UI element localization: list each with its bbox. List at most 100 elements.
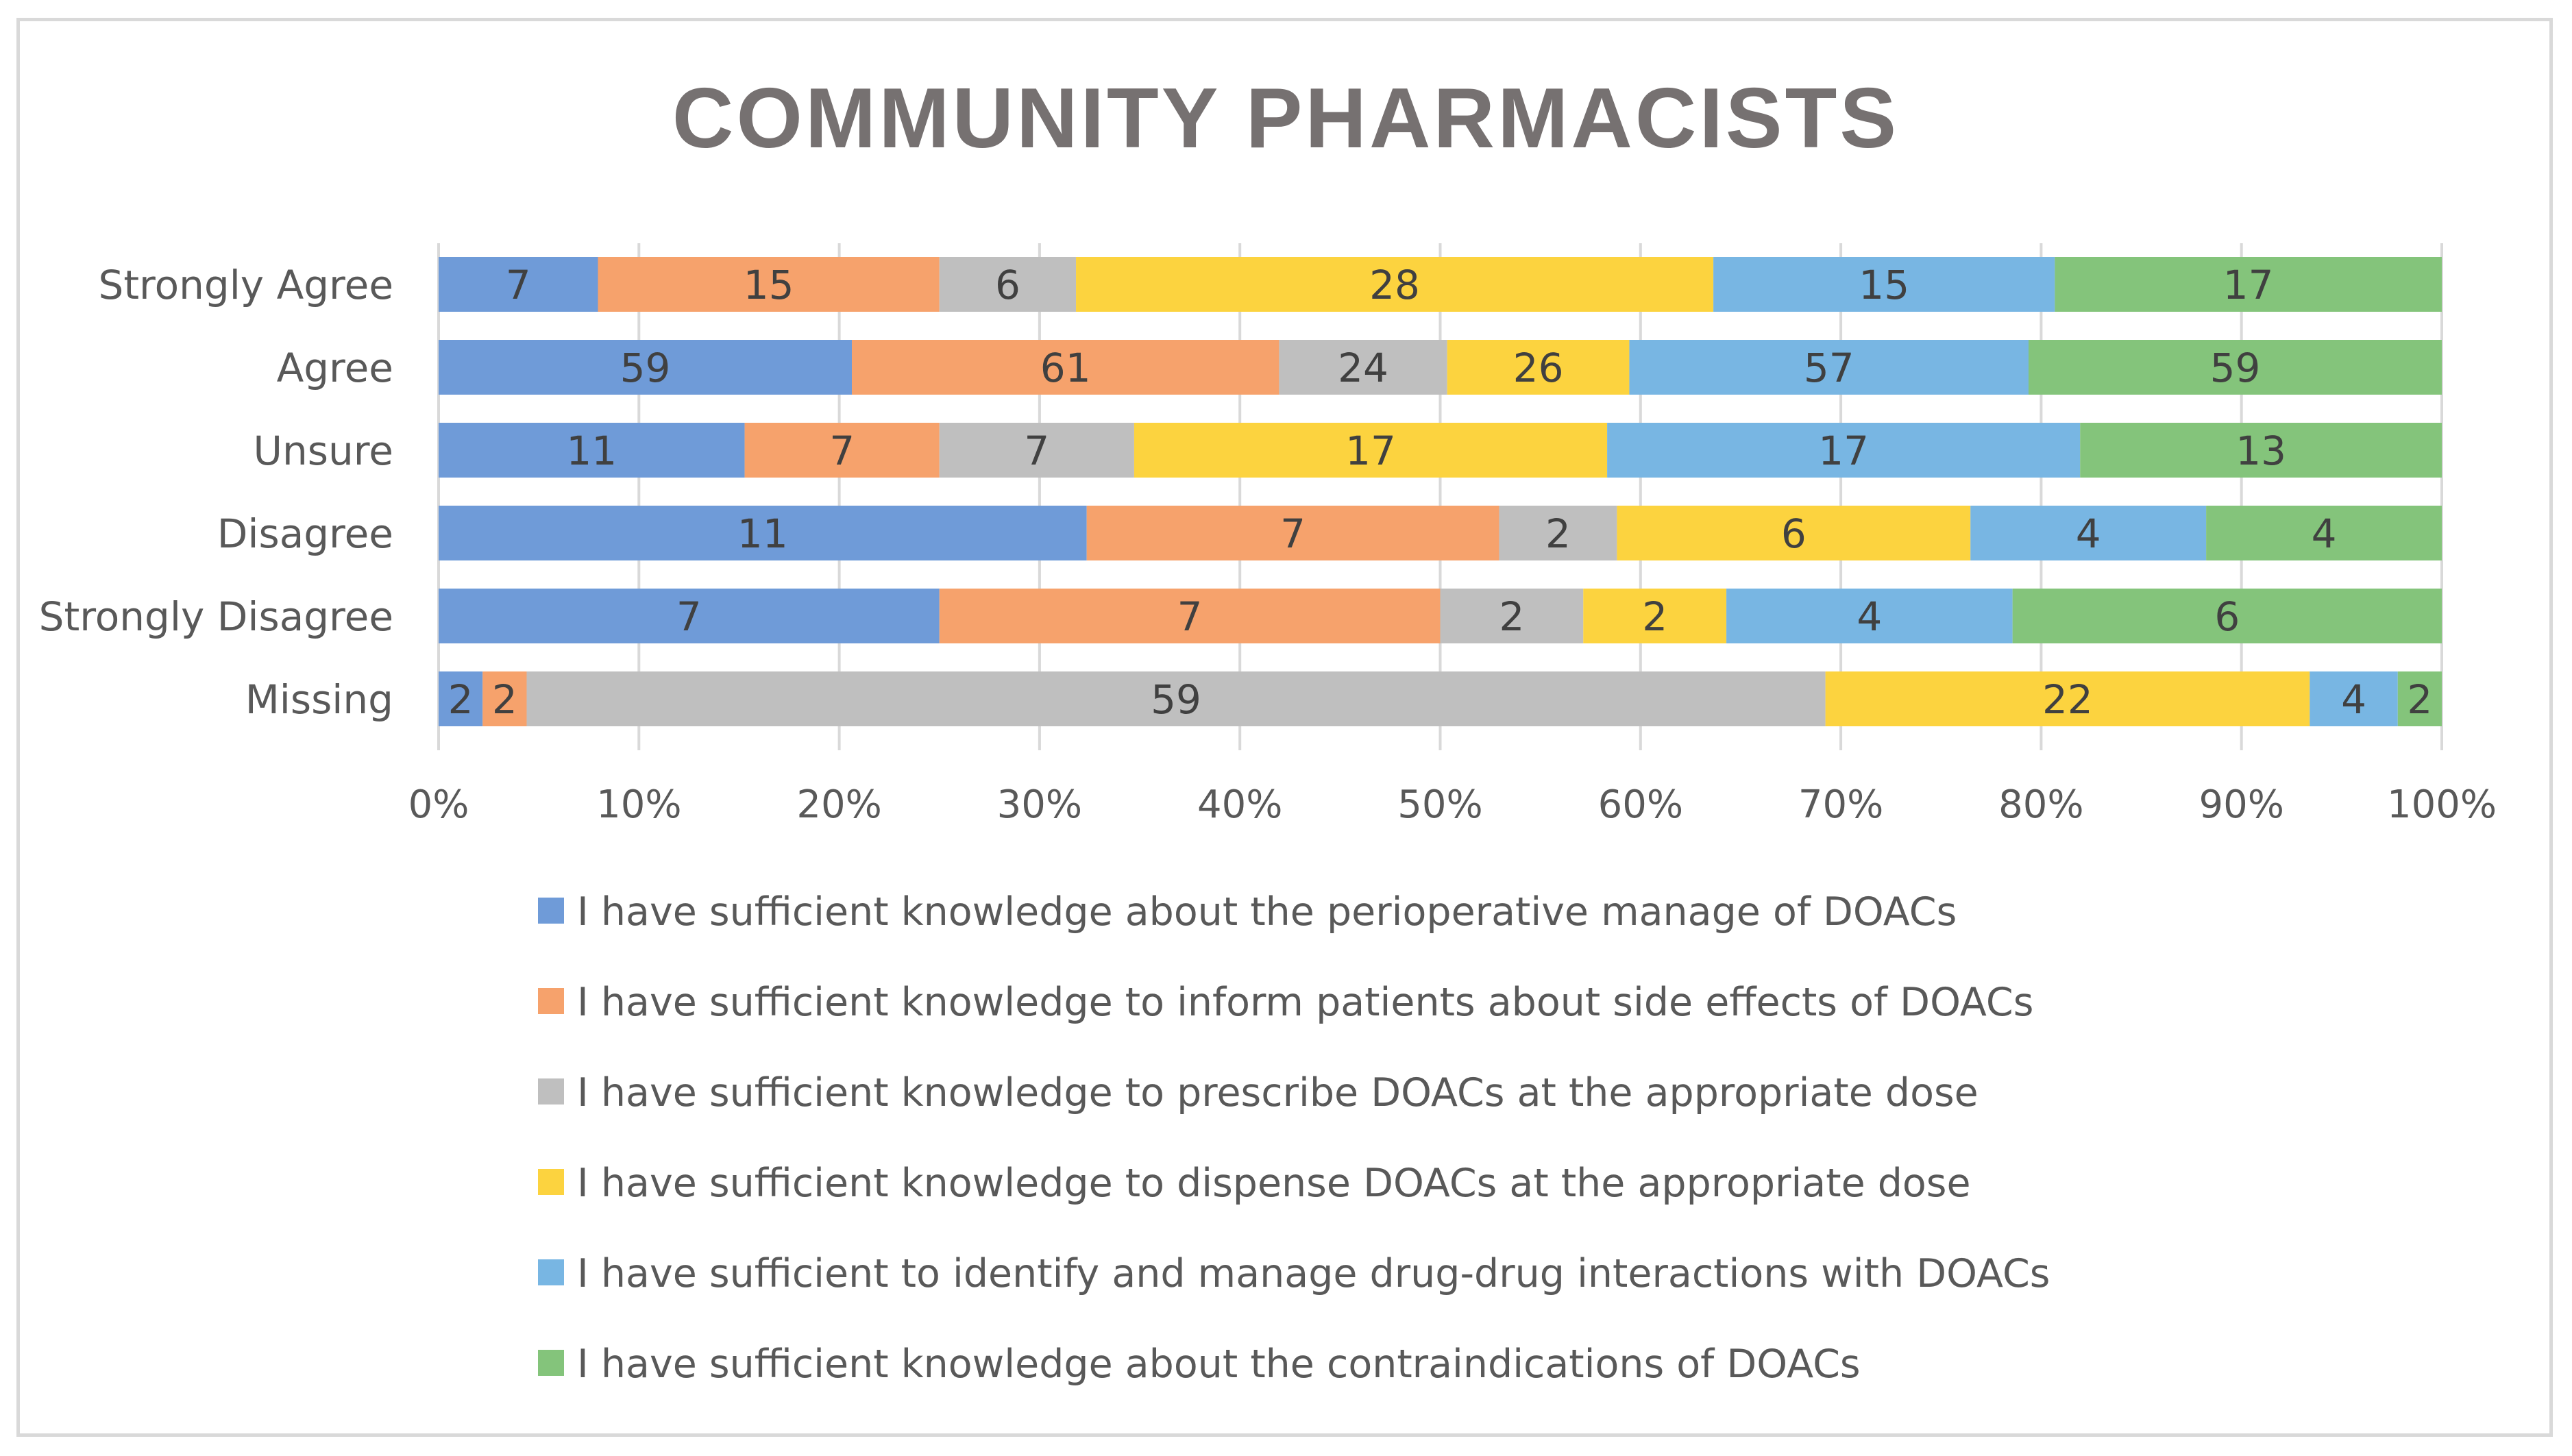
bar-segment [598, 257, 940, 312]
legend-label: I have sufficient knowledge about the pe… [577, 889, 1957, 935]
data-label: 59 [2210, 345, 2261, 391]
data-label: 61 [1040, 345, 1091, 391]
data-label: 17 [2223, 262, 2274, 308]
chart-title: COMMUNITY PHARMACISTS [672, 71, 1899, 166]
bar-segment [2029, 340, 2442, 395]
legend-swatch [538, 1259, 564, 1285]
bar-segment [439, 257, 598, 312]
bar-segment [1583, 589, 1727, 643]
bar-segment [1076, 257, 1714, 312]
data-label: 6 [1781, 510, 1806, 557]
bar-segment [851, 340, 1279, 395]
data-label: 11 [566, 428, 617, 474]
bar-segment [2055, 257, 2442, 312]
bar-segment [2397, 671, 2442, 726]
bar-segment [939, 423, 1134, 478]
data-label: 7 [1024, 428, 1049, 474]
data-label: 2 [1545, 510, 1571, 557]
bar-segment [439, 589, 940, 643]
data-label: 7 [1177, 593, 1203, 640]
x-tick-label: 50% [1397, 782, 1482, 827]
data-label: 15 [744, 262, 794, 308]
data-label: 2 [1642, 593, 1667, 640]
bar-segment [439, 340, 852, 395]
bar-segment [1086, 506, 1499, 560]
category-labels: Strongly Agree Agree Unsure Disagree Strongl… [39, 262, 393, 723]
x-tick-label: 20% [796, 782, 881, 827]
data-label: 17 [1818, 428, 1869, 474]
bar-segment [439, 423, 745, 478]
bar-segment [2012, 589, 2442, 643]
data-label: 59 [620, 345, 671, 391]
bar-segment [2206, 506, 2442, 560]
legend-label: I have sufficient knowledge to inform pa… [577, 980, 2033, 1025]
category-label: Strongly Disagree [39, 593, 393, 640]
legend: I have sufficient knowledge about the pe… [538, 889, 2050, 1387]
bar-segment [2080, 423, 2442, 478]
x-tick-label: 80% [1998, 782, 2083, 827]
x-tick-label: 90% [2199, 782, 2283, 827]
bar-segment [1607, 423, 2081, 478]
data-label: 4 [1857, 593, 1882, 640]
legend-label: I have sufficient knowledge about the co… [577, 1342, 1861, 1387]
legend-label: I have sufficient knowledge to prescribe… [577, 1070, 1979, 1115]
data-label: 11 [737, 510, 788, 557]
bar-segment [439, 506, 1087, 560]
x-tick-label: 100% [2387, 782, 2497, 827]
data-label: 17 [1345, 428, 1396, 474]
x-tick-label: 0% [408, 782, 469, 827]
x-tick-label: 70% [1798, 782, 1883, 827]
bar-segment [1825, 671, 2310, 726]
bar-segment [1726, 589, 2013, 643]
data-label: 59 [1151, 676, 1201, 723]
category-label: Disagree [217, 510, 393, 557]
category-label: Agree [277, 345, 393, 391]
x-tick-label: 10% [596, 782, 681, 827]
category-label: Strongly Agree [99, 262, 394, 308]
x-tick-labels: 0% 10% 20% 30% 40% 50% 60% 70% 80% 90% 100% [408, 782, 2497, 827]
gridlines [437, 243, 2443, 750]
x-tick-label: 30% [997, 782, 1082, 827]
legend-label: I have sufficient knowledge to dispense … [577, 1161, 1971, 1206]
legend-swatch [538, 1350, 564, 1376]
data-label: 2 [1499, 593, 1524, 640]
data-label: 4 [2341, 676, 2366, 723]
data-label: 7 [1280, 510, 1306, 557]
category-label: Unsure [254, 428, 393, 474]
bar-segment [1499, 506, 1617, 560]
bar-segment [1279, 340, 1447, 395]
bar-segment [2310, 671, 2398, 726]
legend-swatch [538, 988, 564, 1014]
x-tick-label: 60% [1598, 782, 1683, 827]
bar-segment [1713, 257, 2055, 312]
bar-segment [744, 423, 940, 478]
bar-segment [1970, 506, 2207, 560]
bar-segment [1617, 506, 1971, 560]
data-label: 2 [492, 676, 517, 723]
bar-segment [482, 671, 527, 726]
data-label: 28 [1369, 262, 1420, 308]
bar-segment [439, 671, 483, 726]
data-label: 13 [2236, 428, 2286, 474]
data-label: 2 [2407, 676, 2432, 723]
legend-swatch [538, 1078, 564, 1105]
legend-swatch [538, 898, 564, 924]
data-label: 4 [2076, 510, 2101, 557]
x-tick-label: 40% [1197, 782, 1282, 827]
data-label: 2 [448, 676, 474, 723]
bar-segment [1447, 340, 1630, 395]
legend-swatch [538, 1169, 564, 1195]
bar-segment [939, 589, 1441, 643]
data-label: 57 [1804, 345, 1854, 391]
data-label: 15 [1859, 262, 1909, 308]
data-label: 26 [1513, 345, 1564, 391]
data-label: 7 [829, 428, 855, 474]
data-label: 6 [2214, 593, 2240, 640]
bar-segment [1440, 589, 1584, 643]
bar-segment [1134, 423, 1608, 478]
data-label: 22 [2042, 676, 2093, 723]
bar-segment [526, 671, 1826, 726]
data-label: 7 [506, 262, 531, 308]
